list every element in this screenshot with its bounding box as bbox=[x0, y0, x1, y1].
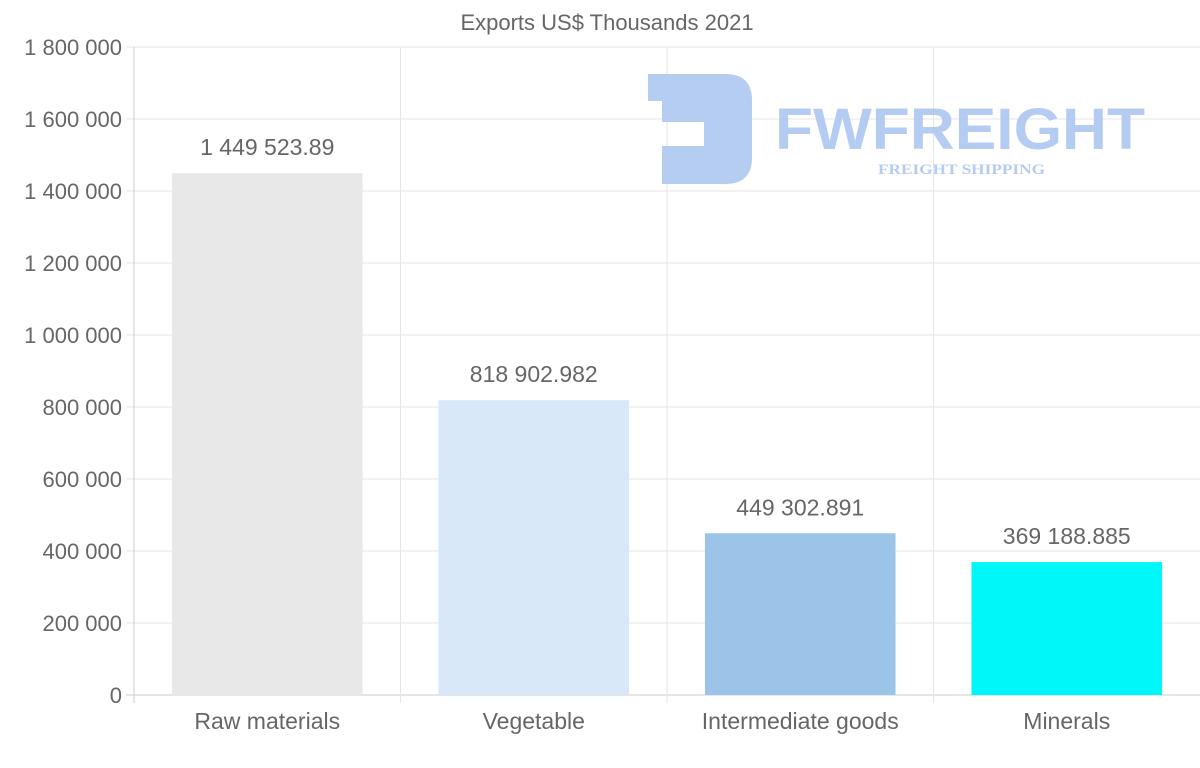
bar-value-label: 369 188.885 bbox=[1003, 523, 1131, 549]
x-tick-label: Minerals bbox=[1023, 708, 1110, 734]
y-tick-label: 1 000 000 bbox=[24, 323, 122, 348]
y-tick-label: 800 000 bbox=[42, 395, 122, 420]
chart-title: Exports US$ Thousands 2021 bbox=[460, 10, 753, 35]
x-tick-label: Intermediate goods bbox=[702, 708, 899, 734]
x-tick-label: Raw materials bbox=[194, 708, 340, 734]
bar[interactable] bbox=[971, 562, 1163, 695]
y-tick-label: 200 000 bbox=[42, 611, 122, 636]
y-tick-label: 1 200 000 bbox=[24, 251, 122, 276]
bar-value-label: 449 302.891 bbox=[736, 494, 864, 520]
logo-brand: FWFREIGHT bbox=[775, 97, 1145, 162]
x-axis: Raw materials Vegetable Intermediate goods… bbox=[194, 708, 1110, 734]
y-tick-label: 600 000 bbox=[42, 467, 122, 492]
y-tick-label: 0 bbox=[110, 683, 122, 708]
watermark-logo: FWFREIGHT FREIGHT SHIPPING bbox=[648, 74, 1145, 184]
bars bbox=[171, 173, 1163, 696]
bar[interactable] bbox=[171, 173, 363, 696]
logo-mark-icon bbox=[648, 74, 752, 184]
bar[interactable] bbox=[438, 400, 630, 695]
logo-tagline: FREIGHT SHIPPING bbox=[878, 162, 1045, 178]
bar-value-label: 1 449 523.89 bbox=[200, 134, 334, 160]
data-labels: 1 449 523.89 818 902.982 449 302.891 369 18… bbox=[200, 134, 1131, 549]
y-tick-label: 1 600 000 bbox=[24, 107, 122, 132]
x-tick-label: Vegetable bbox=[483, 708, 585, 734]
y-axis: 0 200 000 400 000 600 000 800 000 1 000 000 1 … bbox=[24, 35, 122, 708]
bar[interactable] bbox=[704, 533, 896, 695]
y-tick-label: 400 000 bbox=[42, 539, 122, 564]
y-tick-label: 1 800 000 bbox=[24, 35, 122, 60]
y-tick-label: 1 400 000 bbox=[24, 179, 122, 204]
bar-value-label: 818 902.982 bbox=[470, 361, 598, 387]
